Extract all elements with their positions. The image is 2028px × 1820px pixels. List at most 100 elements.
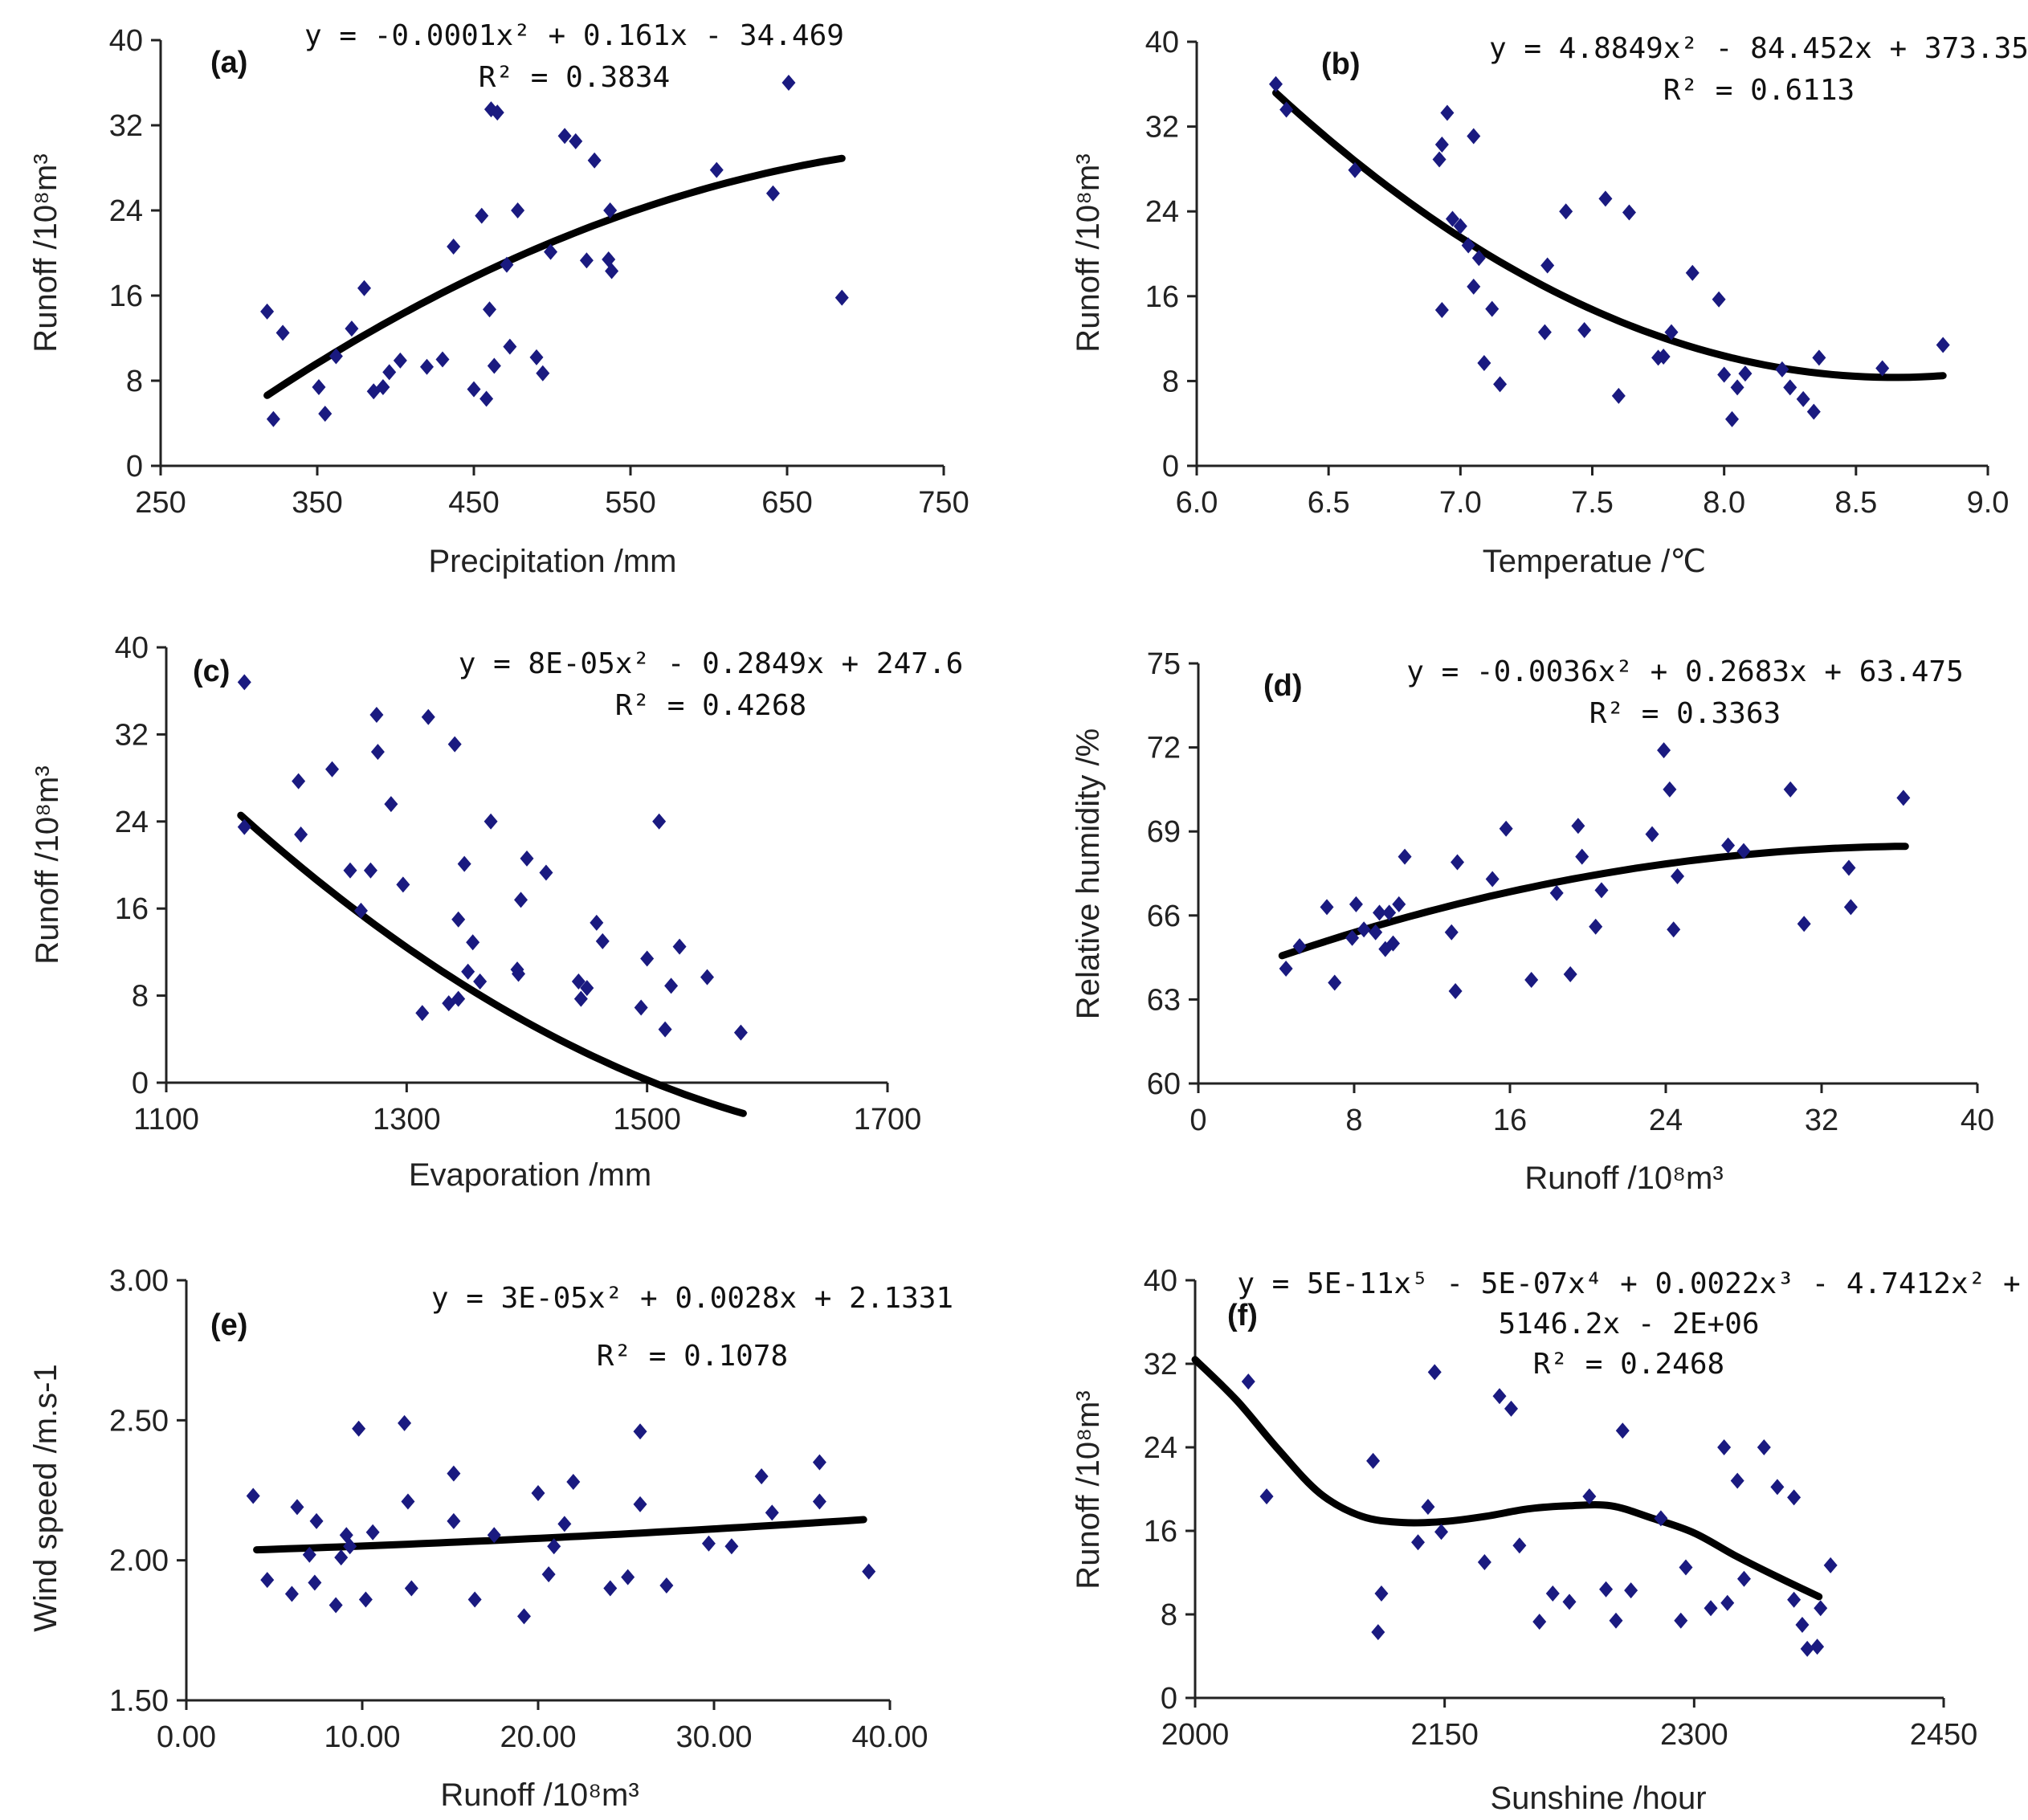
x-tick-label: 24 (1649, 1104, 1683, 1137)
trendline (237, 811, 747, 1117)
data-point (1461, 237, 1475, 254)
data-point (353, 902, 368, 919)
x-tick-label: 0 (1189, 1104, 1206, 1137)
y-tick-label: 24 (1145, 195, 1179, 229)
data-point (1757, 1439, 1771, 1455)
data-point (1269, 75, 1283, 92)
data-point (1524, 971, 1539, 988)
data-point (1717, 1439, 1732, 1455)
x-tick-label: 6.5 (1308, 486, 1350, 520)
y-tick-label: 16 (109, 280, 143, 313)
data-point (1371, 1624, 1385, 1641)
data-point (1797, 916, 1811, 932)
data-point (487, 357, 501, 374)
data-point (401, 1493, 415, 1510)
data-point (652, 813, 667, 830)
data-point (659, 1577, 674, 1594)
equation-line-1: y = 5E-11x⁵ - 5E-07x⁴ + 0.0022x³ - 4.741… (1237, 1267, 2020, 1300)
data-point (1704, 1600, 1718, 1617)
y-axis-title: Relative humidity /% (1071, 728, 1106, 1019)
panel-label: (e) (210, 1308, 247, 1342)
data-point (1348, 161, 1362, 178)
data-point (1373, 904, 1387, 921)
data-point (579, 252, 594, 269)
data-point (634, 999, 648, 1016)
data-point (834, 289, 849, 306)
data-point (781, 75, 796, 91)
y-tick-label: 0 (132, 1067, 149, 1100)
panel-label: (c) (193, 655, 230, 688)
data-point (1444, 924, 1459, 941)
x-tick-label: 32 (1805, 1104, 1838, 1137)
data-point (1492, 1388, 1507, 1405)
data-point (547, 1538, 561, 1555)
data-point (862, 1563, 876, 1580)
data-point (1485, 871, 1500, 888)
x-tick-label: 2300 (1660, 1718, 1728, 1752)
data-point (557, 128, 572, 145)
x-tick-label: 1300 (373, 1103, 441, 1136)
y-tick-label: 66 (1147, 900, 1181, 933)
data-point (1512, 1537, 1527, 1554)
data-point (603, 202, 618, 218)
data-point (1328, 974, 1342, 991)
data-point (1738, 365, 1753, 382)
data-point (1806, 403, 1821, 420)
data-point (1467, 128, 1481, 145)
data-point (544, 243, 558, 260)
data-point (1667, 921, 1681, 938)
data-point (724, 1538, 739, 1555)
data-point (1540, 257, 1555, 274)
data-point (1783, 781, 1797, 798)
data-point (451, 990, 466, 1007)
data-point (1386, 935, 1400, 952)
y-axis-title: Runoff /10⁸m³ (1071, 153, 1106, 352)
data-point (479, 390, 494, 407)
y-tick-label: 1.50 (109, 1684, 169, 1718)
panel-label: (d) (1263, 669, 1303, 703)
data-point (1549, 884, 1564, 901)
data-point (370, 744, 385, 761)
data-point (633, 1496, 647, 1512)
y-tick-label: 40 (109, 24, 143, 58)
data-point (1654, 1510, 1668, 1527)
data-point (393, 352, 407, 369)
data-point (1279, 961, 1293, 977)
data-point (1725, 410, 1740, 427)
data-point (352, 1420, 366, 1437)
y-tick-label: 16 (1145, 280, 1179, 314)
data-point (658, 1021, 672, 1038)
data-point (1453, 218, 1467, 235)
equation-line-1: y = 8E-05x² - 0.2849x + 247.6 (459, 647, 964, 680)
data-point (325, 761, 340, 777)
equation-line-2: R² = 0.3363 (1589, 697, 1781, 730)
data-point (754, 1468, 769, 1485)
data-point (1241, 1373, 1255, 1390)
data-point (473, 973, 488, 990)
data-point (284, 1585, 299, 1602)
data-point (237, 818, 251, 835)
data-point (266, 410, 280, 427)
data-point (569, 133, 583, 149)
data-point (466, 934, 480, 951)
data-point (1783, 379, 1797, 396)
y-tick-label: 16 (115, 892, 149, 926)
data-point (516, 1608, 531, 1625)
data-point (514, 892, 528, 908)
trendline (253, 1516, 867, 1554)
data-point (1875, 360, 1890, 377)
data-point (1721, 837, 1736, 854)
trendline (1191, 1356, 1823, 1601)
y-tick-label: 0 (126, 450, 143, 484)
data-point (447, 239, 461, 255)
data-point (382, 364, 397, 381)
data-point (447, 1512, 461, 1529)
data-point (1736, 1570, 1751, 1587)
data-point (1594, 882, 1609, 899)
data-point (605, 263, 619, 280)
data-point (1796, 390, 1810, 407)
data-point (260, 1572, 275, 1589)
data-point (1432, 151, 1447, 168)
data-point (765, 1504, 779, 1521)
data-point (640, 950, 655, 967)
